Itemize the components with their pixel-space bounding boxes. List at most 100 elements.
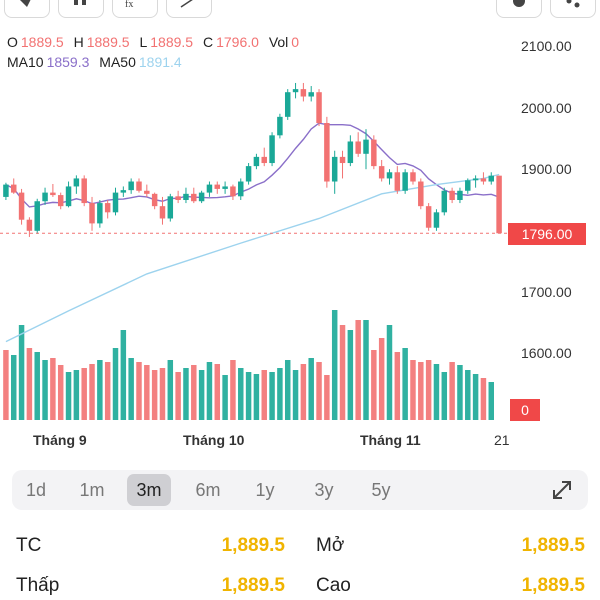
candle-body xyxy=(284,92,291,117)
candlestick-icon xyxy=(74,0,86,5)
candle-body xyxy=(191,193,197,202)
volume-bar xyxy=(488,382,494,420)
volume-bar xyxy=(410,360,416,420)
range-selector: 1d 1m 3m 6m 1y 3y 5y xyxy=(12,470,588,510)
candle-body xyxy=(316,92,322,123)
volume-bar xyxy=(300,364,307,420)
candle-body xyxy=(206,184,213,193)
volume-bar xyxy=(425,360,432,420)
thap-label: Thấp xyxy=(16,575,60,596)
volume-bar xyxy=(347,330,354,420)
volume-bar xyxy=(144,365,150,420)
candle-body xyxy=(402,172,408,191)
tc-label: TC xyxy=(16,535,42,556)
volume-bar xyxy=(50,358,56,420)
volume-bar xyxy=(191,365,197,420)
drawing-tool-button[interactable] xyxy=(4,0,50,18)
candle-body xyxy=(449,190,455,200)
price-chart[interactable] xyxy=(0,0,600,460)
candle-body xyxy=(308,92,314,97)
thap-value: 1,889.5 xyxy=(221,575,285,596)
last-price-tag: 1796.00 xyxy=(508,223,586,245)
range-tab-1d[interactable]: 1d xyxy=(25,480,47,500)
volume-bar xyxy=(269,372,275,420)
share-button[interactable] xyxy=(550,0,596,18)
volume-bar xyxy=(331,310,338,420)
volume-bar xyxy=(34,352,40,420)
volume-bar xyxy=(441,372,448,420)
volume-bar xyxy=(363,320,369,420)
volume-bar xyxy=(112,348,119,420)
x-tick-thang10: Tháng 10 xyxy=(183,432,245,448)
open-label: O xyxy=(7,34,18,50)
candle-body xyxy=(11,184,17,193)
volume-bar xyxy=(183,368,189,420)
candle-body xyxy=(238,181,244,197)
candle-body xyxy=(128,181,134,191)
candle-body xyxy=(378,166,385,179)
range-tab-3m[interactable]: 3m xyxy=(127,474,171,506)
close-value: 1796.0 xyxy=(216,34,259,50)
volume-bar xyxy=(136,362,142,420)
candle-body xyxy=(277,116,283,136)
expand-icon[interactable] xyxy=(550,478,574,502)
volume-bar xyxy=(355,320,361,420)
ma10-label: MA10 xyxy=(7,54,44,70)
candle-body xyxy=(81,178,87,204)
volume-bar xyxy=(128,358,134,420)
range-tab-1m[interactable]: 1m xyxy=(79,480,105,500)
range-tab-5y[interactable]: 5y xyxy=(371,480,391,500)
candle-body xyxy=(50,192,56,196)
volume-bar xyxy=(371,350,377,420)
ma50-value: 1891.4 xyxy=(138,54,182,70)
chart-type-button[interactable] xyxy=(58,0,104,18)
candle-body xyxy=(465,180,471,191)
volume-bar xyxy=(261,370,267,420)
range-tab-6m[interactable]: 6m xyxy=(195,480,221,500)
volume-bar xyxy=(151,370,158,420)
mo-label: Mở xyxy=(316,535,345,556)
volume-bar xyxy=(284,360,291,420)
candle-body xyxy=(26,219,33,231)
chart-toolbar: fx xyxy=(0,0,600,20)
volume-bar xyxy=(89,364,95,420)
volume-bar xyxy=(42,360,48,420)
range-tab-1y[interactable]: 1y xyxy=(255,480,275,500)
settings-button[interactable] xyxy=(496,0,542,18)
candle-body xyxy=(292,89,299,93)
ma10-line xyxy=(5,122,500,208)
candle-body xyxy=(324,123,330,182)
candle-body xyxy=(480,178,487,182)
candle-body xyxy=(214,184,221,189)
volume-bar xyxy=(57,365,64,420)
range-tab-3y[interactable]: 3y xyxy=(314,480,334,500)
indicator-button[interactable]: fx xyxy=(112,0,158,18)
trend-tool-button[interactable] xyxy=(166,0,212,18)
x-tick-thang11: Tháng 11 xyxy=(360,432,421,448)
candle-body xyxy=(339,156,346,164)
candle-body xyxy=(151,193,158,207)
mo-value: 1,889.5 xyxy=(521,535,585,556)
x-tick-21: 21 xyxy=(494,432,510,448)
tc-value: 1,889.5 xyxy=(221,535,285,556)
ma50-label: MA50 xyxy=(99,54,136,70)
low-value: 1889.5 xyxy=(150,34,194,50)
volume-bar xyxy=(73,370,80,420)
share-icon xyxy=(566,0,580,8)
candle-body xyxy=(331,156,338,182)
volume-bar xyxy=(104,362,111,420)
volume-bar xyxy=(457,365,463,420)
candle-body xyxy=(269,135,275,164)
volume-label: Vol xyxy=(268,34,289,50)
svg-text:fx: fx xyxy=(125,0,133,9)
candle-body xyxy=(18,192,25,220)
volume-bar xyxy=(253,374,260,420)
volume-bar xyxy=(97,360,103,420)
volume-bar xyxy=(245,372,252,420)
candle-body xyxy=(167,196,174,219)
volume-tag: 0 xyxy=(510,399,540,421)
candle-body xyxy=(175,196,181,200)
volume-bar xyxy=(402,348,408,420)
y-tick-1900: 1900.00 xyxy=(521,161,572,177)
gear-icon xyxy=(513,0,525,7)
